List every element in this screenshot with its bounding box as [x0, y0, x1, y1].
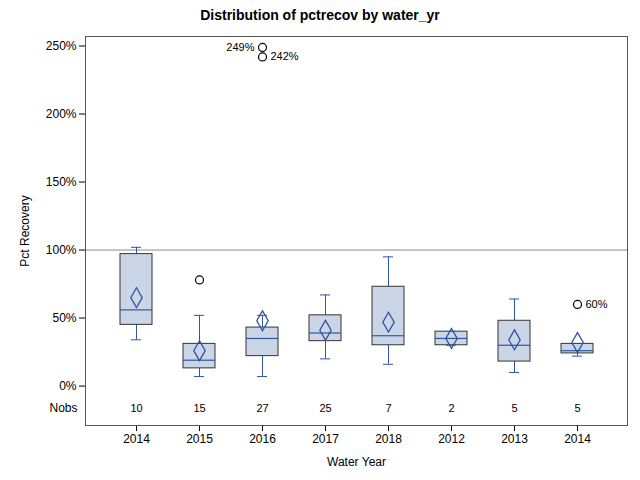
- svg-text:2018: 2018: [375, 432, 402, 446]
- svg-text:2013: 2013: [501, 432, 528, 446]
- svg-text:15: 15: [193, 402, 205, 414]
- svg-text:50%: 50%: [52, 311, 76, 325]
- svg-text:Water Year: Water Year: [327, 455, 386, 469]
- svg-text:0%: 0%: [59, 379, 77, 393]
- svg-text:5: 5: [511, 402, 517, 414]
- svg-text:Nobs: Nobs: [49, 401, 77, 415]
- svg-text:2012: 2012: [438, 432, 465, 446]
- svg-text:150%: 150%: [46, 175, 77, 189]
- svg-text:2: 2: [448, 402, 454, 414]
- svg-text:100%: 100%: [46, 243, 77, 257]
- html-text:Distribution of pctrecov by wa: Distribution of pctrecov by water_yr: [200, 7, 440, 23]
- svg-text:2015: 2015: [186, 432, 213, 446]
- svg-text:25: 25: [319, 402, 331, 414]
- svg-text:7: 7: [385, 402, 391, 414]
- svg-text:2014: 2014: [564, 432, 591, 446]
- svg-text:5: 5: [574, 402, 580, 414]
- svg-text:2016: 2016: [249, 432, 276, 446]
- svg-text:10: 10: [130, 402, 142, 414]
- svg-text:200%: 200%: [46, 107, 77, 121]
- svg-text:27: 27: [256, 402, 268, 414]
- svg-text:2014: 2014: [123, 432, 150, 446]
- svg-text:250%: 250%: [46, 39, 77, 53]
- svg-text:60%: 60%: [586, 298, 608, 310]
- svg-text:249%: 249%: [226, 41, 254, 53]
- svg-text:2017: 2017: [312, 432, 339, 446]
- svg-text:242%: 242%: [271, 50, 299, 62]
- svg-text:Pct Recovery: Pct Recovery: [18, 195, 32, 266]
